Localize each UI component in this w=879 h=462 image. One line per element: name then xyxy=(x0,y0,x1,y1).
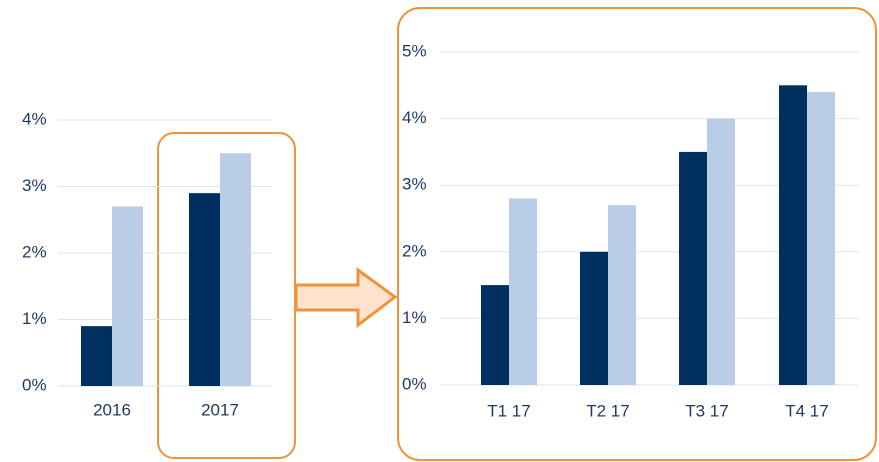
y-tick-label: 4% xyxy=(22,109,47,128)
bar xyxy=(112,206,143,386)
y-tick-label: 1% xyxy=(402,308,427,327)
x-tick-label: T2 17 xyxy=(586,401,629,420)
bar xyxy=(189,193,220,386)
x-tick-label: T3 17 xyxy=(685,401,728,420)
bar xyxy=(608,205,636,385)
y-tick-label: 0% xyxy=(22,375,47,394)
arrow xyxy=(294,267,398,329)
x-tick-label: T4 17 xyxy=(785,401,828,420)
y-tick-label: 4% xyxy=(402,108,427,127)
bar xyxy=(220,153,251,386)
x-tick-label: T1 17 xyxy=(487,401,530,420)
y-tick-label: 5% xyxy=(402,41,427,60)
y-tick-label: 2% xyxy=(22,242,47,261)
y-tick-label: 2% xyxy=(402,241,427,260)
bar xyxy=(779,85,807,386)
zoom-box xyxy=(397,7,877,461)
bar xyxy=(481,285,509,385)
bar xyxy=(679,151,707,385)
y-tick-label: 1% xyxy=(22,309,47,328)
bar xyxy=(509,198,537,385)
x-tick-label: 2016 xyxy=(93,400,131,419)
y-tick-label: 3% xyxy=(402,175,427,194)
bar xyxy=(807,91,835,386)
bar xyxy=(81,326,112,386)
bar xyxy=(580,251,608,385)
bar xyxy=(707,118,735,385)
y-tick-label: 3% xyxy=(22,176,47,195)
x-tick-label: 2017 xyxy=(201,400,239,419)
y-tick-label: 0% xyxy=(402,374,427,393)
